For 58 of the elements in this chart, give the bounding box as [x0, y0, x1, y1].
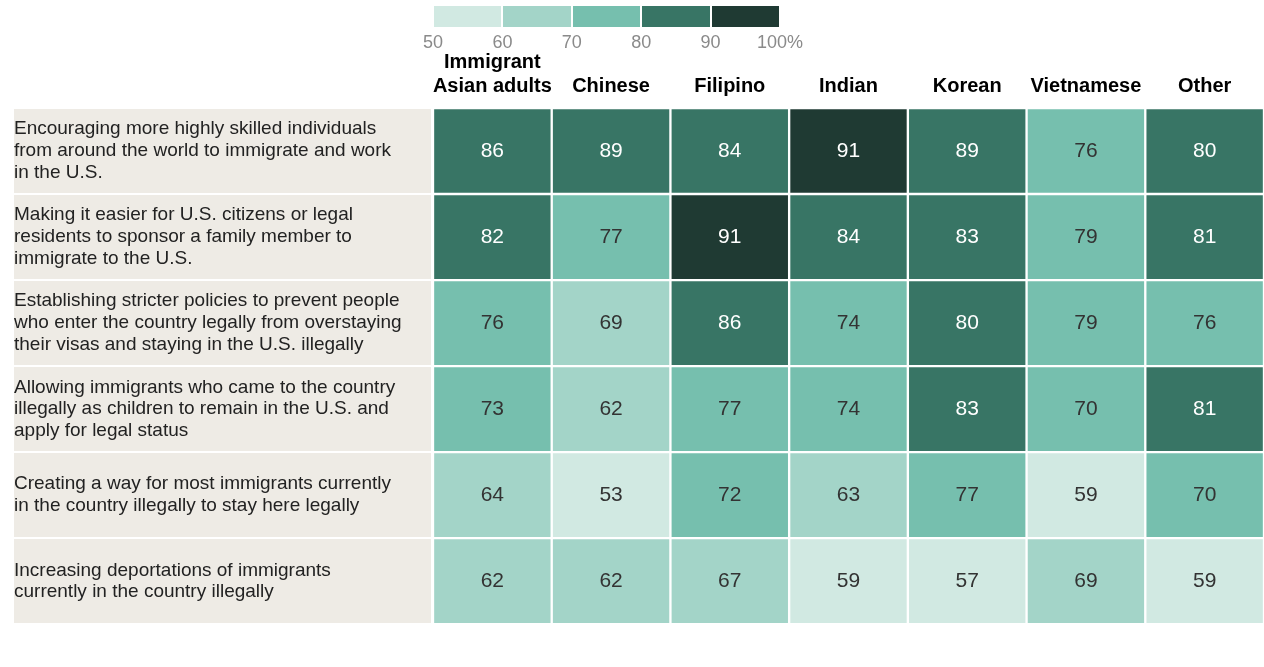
data-label: 86: [480, 137, 505, 161]
color-bar-label: 70: [561, 32, 582, 53]
color-bar-label: 80: [631, 32, 652, 53]
data-label: 80: [955, 309, 979, 333]
data-label: 72: [718, 481, 742, 505]
y-tick-label: Encouraging more highly skilled individuals from around the world to immigrate and work in the U.S.: [14, 117, 392, 183]
data-label: 62: [599, 395, 623, 419]
data-label: 53: [599, 481, 623, 505]
data-label: 57: [955, 568, 979, 591]
data-label: 64: [480, 481, 505, 505]
data-label: 91: [836, 137, 861, 161]
data-label: 69: [1074, 568, 1098, 591]
data-label: 82: [480, 223, 505, 247]
color-bar-label: 100%: [756, 32, 804, 53]
data-label: 91: [718, 223, 742, 247]
data-label: 76: [1074, 137, 1098, 161]
data-label: 76: [480, 309, 505, 333]
data-label: 89: [599, 137, 623, 161]
data-label: 81: [1192, 395, 1217, 419]
x-tick-label: Indian: [819, 73, 878, 96]
data-label: 84: [718, 137, 742, 161]
data-label: 67: [718, 568, 742, 591]
data-label: 69: [599, 309, 623, 333]
x-tick-label: Chinese: [572, 73, 650, 96]
data-label: 76: [1192, 309, 1217, 333]
data-label: 77: [718, 395, 742, 419]
data-label: 79: [1074, 223, 1098, 247]
data-label: 83: [955, 395, 979, 419]
data-label: 84: [836, 223, 861, 247]
data-label: 83: [955, 223, 979, 247]
y-tick-label: Making it easier for U.S. citizens or legal residents to sponsor a family member to immigrate to the U.S.: [14, 203, 353, 269]
data-label: 59: [836, 568, 861, 591]
data-label: 63: [836, 481, 861, 505]
data-label: 70: [1192, 481, 1217, 505]
x-tick-label: Filipino: [694, 73, 766, 96]
data-label: 77: [599, 223, 623, 247]
data-label: 74: [836, 309, 861, 333]
data-label: 80: [1192, 137, 1217, 161]
x-tick-label: Other: [1177, 73, 1232, 96]
data-label: 77: [955, 481, 979, 505]
data-label: 59: [1074, 481, 1098, 505]
data-label: 74: [836, 395, 861, 419]
data-label: 62: [599, 568, 623, 591]
data-label: 59: [1192, 568, 1217, 591]
data-label: 86: [718, 309, 742, 333]
data-label: 73: [480, 395, 505, 419]
y-tick-label: Increasing deportations of immigrants currently in the country illegally: [14, 558, 331, 602]
x-tick-label: Korean: [932, 73, 1002, 96]
data-label: 79: [1074, 309, 1098, 333]
y-tick-label: Establishing stricter policies to prevent people who enter the country legally from overstaying their visas and staying in the U.S. illegally: [13, 289, 402, 355]
data-label: 62: [480, 568, 505, 591]
x-tick-label: Vietnamese: [1030, 73, 1142, 96]
data-label: 81: [1192, 223, 1217, 247]
data-label: 89: [955, 137, 979, 161]
y-tick-label: Creating a way for most immigrants currently in the country illegally to stay here legally: [14, 472, 392, 516]
color-bar-label: 90: [700, 32, 721, 53]
y-tick-label: Allowing immigrants who came to the country illegally as children to remain in the U.S. and apply for legal status: [14, 375, 396, 441]
data-label: 70: [1074, 395, 1098, 419]
